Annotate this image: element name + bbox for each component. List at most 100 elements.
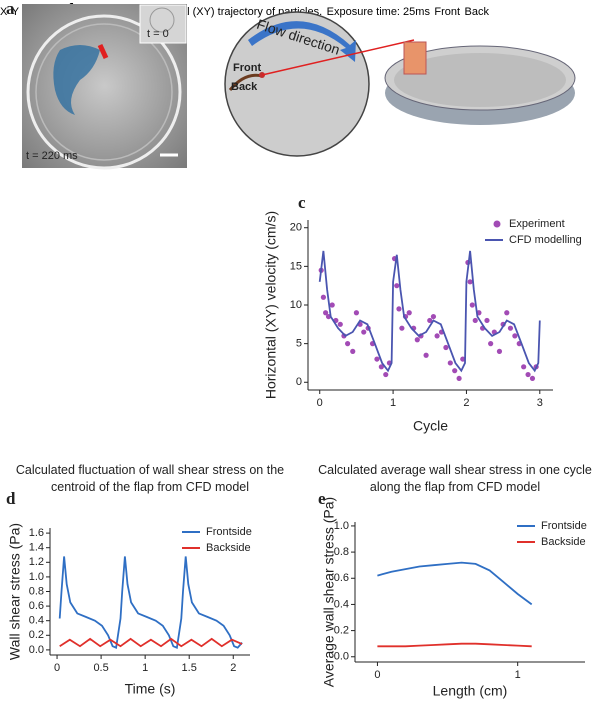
- x-tick-label: 3: [537, 397, 543, 409]
- point: [345, 341, 351, 347]
- point: [329, 302, 335, 308]
- point: [488, 341, 494, 347]
- point: [456, 375, 462, 382]
- y-tick-label: 0: [296, 376, 302, 388]
- legend-label: Frontside: [206, 526, 252, 538]
- y-tick-label: 0.8: [334, 546, 349, 558]
- x-tick-label: 1: [142, 662, 148, 674]
- legend-label: Backside: [541, 536, 586, 548]
- x-tick-label: 1: [390, 397, 396, 409]
- dish-3d: [394, 53, 566, 107]
- flap-3d: [403, 41, 427, 75]
- series-line: [58, 556, 243, 649]
- chart-title: Calculated fluctuation of wall shear str…: [15, 463, 285, 494]
- y-tick-label: 0.6: [29, 600, 44, 612]
- inset-back: Front Back Calculated fluctuation of wal…: [16, 2, 592, 494]
- y-axis-label: Wall shear stress (Pa): [7, 523, 23, 660]
- point: [353, 310, 360, 316]
- point: [484, 317, 490, 324]
- y-tick-label: 1.0: [334, 520, 349, 532]
- x-axis-label: Length (cm): [433, 683, 508, 699]
- y-tick-label: 0.4: [334, 598, 349, 610]
- panel-letter: d: [6, 489, 16, 508]
- x-axis-label: Time (s): [125, 681, 176, 697]
- point: [460, 356, 466, 362]
- point: [414, 337, 420, 343]
- axis-letter: Y: [11, 6, 20, 18]
- series-line: [377, 642, 532, 648]
- dish-rim: [35, 23, 173, 161]
- panel-letter: a: [6, 0, 15, 18]
- series-line: [377, 561, 533, 606]
- point: [394, 283, 400, 289]
- point: [447, 360, 453, 366]
- flap-mark: [97, 43, 109, 60]
- chart-title: Calculated average wall shear stress in …: [318, 463, 592, 494]
- flow-arrow: [248, 21, 356, 63]
- y-tick-label: 1.6: [29, 527, 44, 539]
- x-tick-label: 2: [230, 662, 236, 674]
- legend-label: CFD modelling: [509, 234, 582, 246]
- pointer: [261, 39, 415, 76]
- x-tick-label: 1.5: [182, 662, 197, 674]
- caption: Exposure time: 25ms: [326, 6, 430, 18]
- y-tick-label: 5: [296, 338, 302, 350]
- point: [396, 306, 402, 312]
- point: [472, 317, 478, 324]
- point: [452, 368, 458, 374]
- point: [320, 294, 327, 300]
- legend-label: Backside: [206, 542, 251, 554]
- dish-diagram: [224, 11, 370, 157]
- y-tick-label: 20: [290, 222, 302, 234]
- y-tick-label: 0.0: [29, 644, 44, 656]
- y-tick-label: 0.6: [334, 572, 349, 584]
- point: [504, 310, 510, 316]
- point: [469, 302, 475, 308]
- point: [467, 279, 473, 285]
- x-tick-label: 2: [463, 397, 469, 409]
- point: [350, 348, 356, 354]
- dish-rim: [26, 14, 182, 170]
- y-axis-label: Average wall shear stress (Pa): [321, 497, 337, 687]
- x-tick-label: 0: [374, 669, 380, 681]
- x-tick-label: 1: [515, 669, 521, 681]
- annotation: Back: [464, 6, 490, 18]
- annotation: Front: [434, 6, 461, 18]
- inset-dish: [149, 7, 175, 33]
- y-tick-label: 10: [290, 299, 302, 311]
- legend-label: Experiment: [509, 218, 565, 230]
- series-line: [59, 637, 243, 648]
- time-label: t = 0: [147, 28, 169, 40]
- y-tick-label: 15: [290, 260, 302, 272]
- point: [434, 333, 440, 339]
- y-tick-label: 0.2: [29, 629, 44, 641]
- point: [361, 329, 367, 335]
- point: [496, 348, 503, 354]
- legend-label: Frontside: [541, 520, 587, 532]
- inset-guide: Front Back Calculated fluctuation of wal…: [16, 2, 592, 494]
- inset-photo: [139, 4, 187, 44]
- inset-guide: Front Back Calculated fluctuation of wal…: [16, 2, 592, 494]
- y-tick-label: 1.2: [29, 556, 44, 568]
- y-tick-label: 0.0: [334, 651, 349, 663]
- dye: [53, 45, 100, 115]
- front-label: Front: [233, 62, 261, 74]
- x-tick-label: 0: [317, 397, 323, 409]
- inset-flap: Front Back Calculated fluctuation of wal…: [16, 2, 592, 494]
- point: [529, 375, 536, 382]
- x-tick-label: 0.5: [93, 662, 108, 674]
- y-tick-label: 0.2: [334, 625, 349, 637]
- point: [399, 325, 405, 331]
- point: [337, 321, 343, 327]
- inset-front: Front Back Calculated fluctuation of wal…: [16, 2, 592, 494]
- point: [378, 364, 384, 370]
- point: [430, 313, 437, 320]
- series-line: [318, 250, 541, 373]
- point: [383, 371, 389, 378]
- y-tick-label: 0.8: [29, 585, 44, 597]
- x-tick-label: 0: [54, 662, 60, 674]
- y-tick-label: 0.4: [29, 615, 44, 627]
- time-label: t = 220 ms: [26, 150, 78, 162]
